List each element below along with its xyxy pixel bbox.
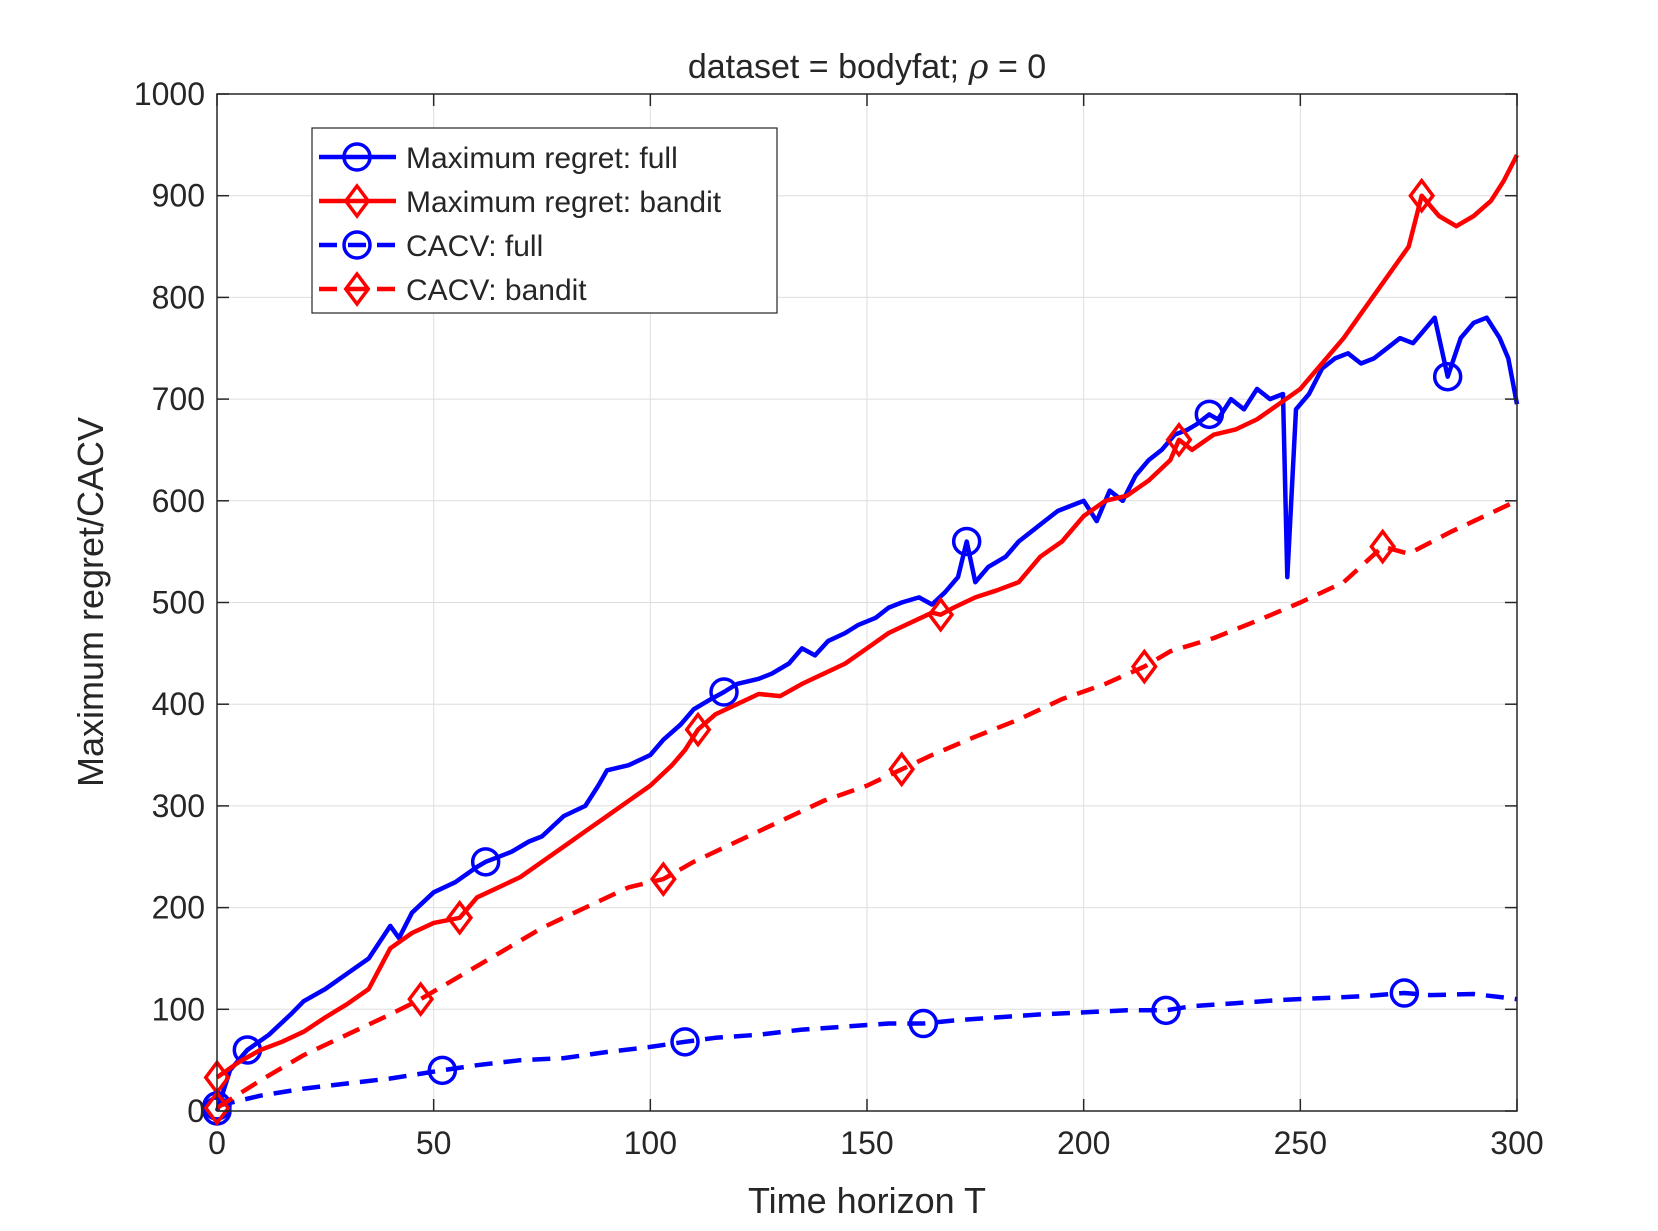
x-tick-label: 300 <box>1490 1125 1543 1161</box>
x-axis-label: Time horizon T <box>748 1180 986 1221</box>
y-tick-label: 800 <box>152 279 205 315</box>
series-marker <box>670 1027 700 1057</box>
y-tick-label: 700 <box>152 381 205 417</box>
series-marker <box>1408 177 1436 214</box>
x-tick-label: 0 <box>208 1125 226 1161</box>
series-marker <box>203 1090 231 1126</box>
series-cacv-full <box>202 978 1518 1121</box>
y-tick-label: 100 <box>152 991 205 1027</box>
y-tick-label: 0 <box>187 1093 205 1129</box>
legend-label-cacv-full: CACV: full <box>406 230 543 263</box>
y-tick-label: 300 <box>152 788 205 824</box>
legend-label-max-regret-full: Maximum regret: full <box>406 142 678 175</box>
y-tick-label: 500 <box>152 585 205 621</box>
legend: Maximum regret: full Maximum regret: ban… <box>311 127 778 314</box>
legend-marker-sample <box>342 230 372 260</box>
y-tick-label: 1000 <box>134 76 205 112</box>
series-marker <box>908 1008 939 1039</box>
series-marker <box>709 677 739 707</box>
x-tick-label: 50 <box>416 1125 452 1161</box>
series-marker <box>427 1055 458 1086</box>
series-marker <box>1130 648 1158 685</box>
series-marker <box>1165 421 1193 458</box>
series-marker <box>888 751 916 788</box>
legend-marker-sample <box>343 271 371 307</box>
series-marker <box>470 847 501 877</box>
series-marker <box>951 526 982 557</box>
legend-samples <box>319 142 396 307</box>
chart-title: dataset = bodyfat; ρ = 0 <box>688 47 1046 87</box>
series-marker <box>1194 399 1225 430</box>
y-tick-label: 600 <box>152 483 205 519</box>
series-marker <box>1389 978 1420 1008</box>
rho-symbol: ρ <box>968 47 989 87</box>
series-marker <box>684 711 712 748</box>
x-tick-label: 100 <box>624 1125 677 1161</box>
x-tick-label: 200 <box>1057 1125 1110 1161</box>
series-marker <box>927 596 955 633</box>
series-marker <box>1151 995 1181 1026</box>
x-tick-label: 250 <box>1274 1125 1327 1161</box>
y-tick-label: 400 <box>152 686 205 722</box>
y-tick-label: 200 <box>152 890 205 926</box>
series-marker <box>1369 528 1397 565</box>
legend-label-max-regret-bandit: Maximum regret: bandit <box>406 186 722 219</box>
series-marker <box>446 899 474 936</box>
series-line <box>214 315 1520 1112</box>
legend-marker-sample <box>343 183 371 219</box>
series-marker <box>649 861 677 898</box>
series-cacv-bandit <box>203 498 1518 1126</box>
legend-marker-sample <box>342 142 372 172</box>
series-maximum-regret-bandit <box>203 153 1520 1096</box>
axis-ticks: 0 50 100 150 200 250 300 0 100 200 300 400 500 600 700… <box>134 76 1544 1161</box>
series-line <box>215 498 1518 1110</box>
series-marker <box>407 981 435 1018</box>
y-tick-label: 900 <box>152 178 205 214</box>
y-axis-label: Maximum regret/CACV <box>70 417 111 787</box>
series-line <box>215 153 1520 1080</box>
legend-label-cacv-bandit: CACV: bandit <box>406 274 587 307</box>
x-tick-label: 150 <box>840 1125 893 1161</box>
series-marker <box>1432 361 1463 392</box>
